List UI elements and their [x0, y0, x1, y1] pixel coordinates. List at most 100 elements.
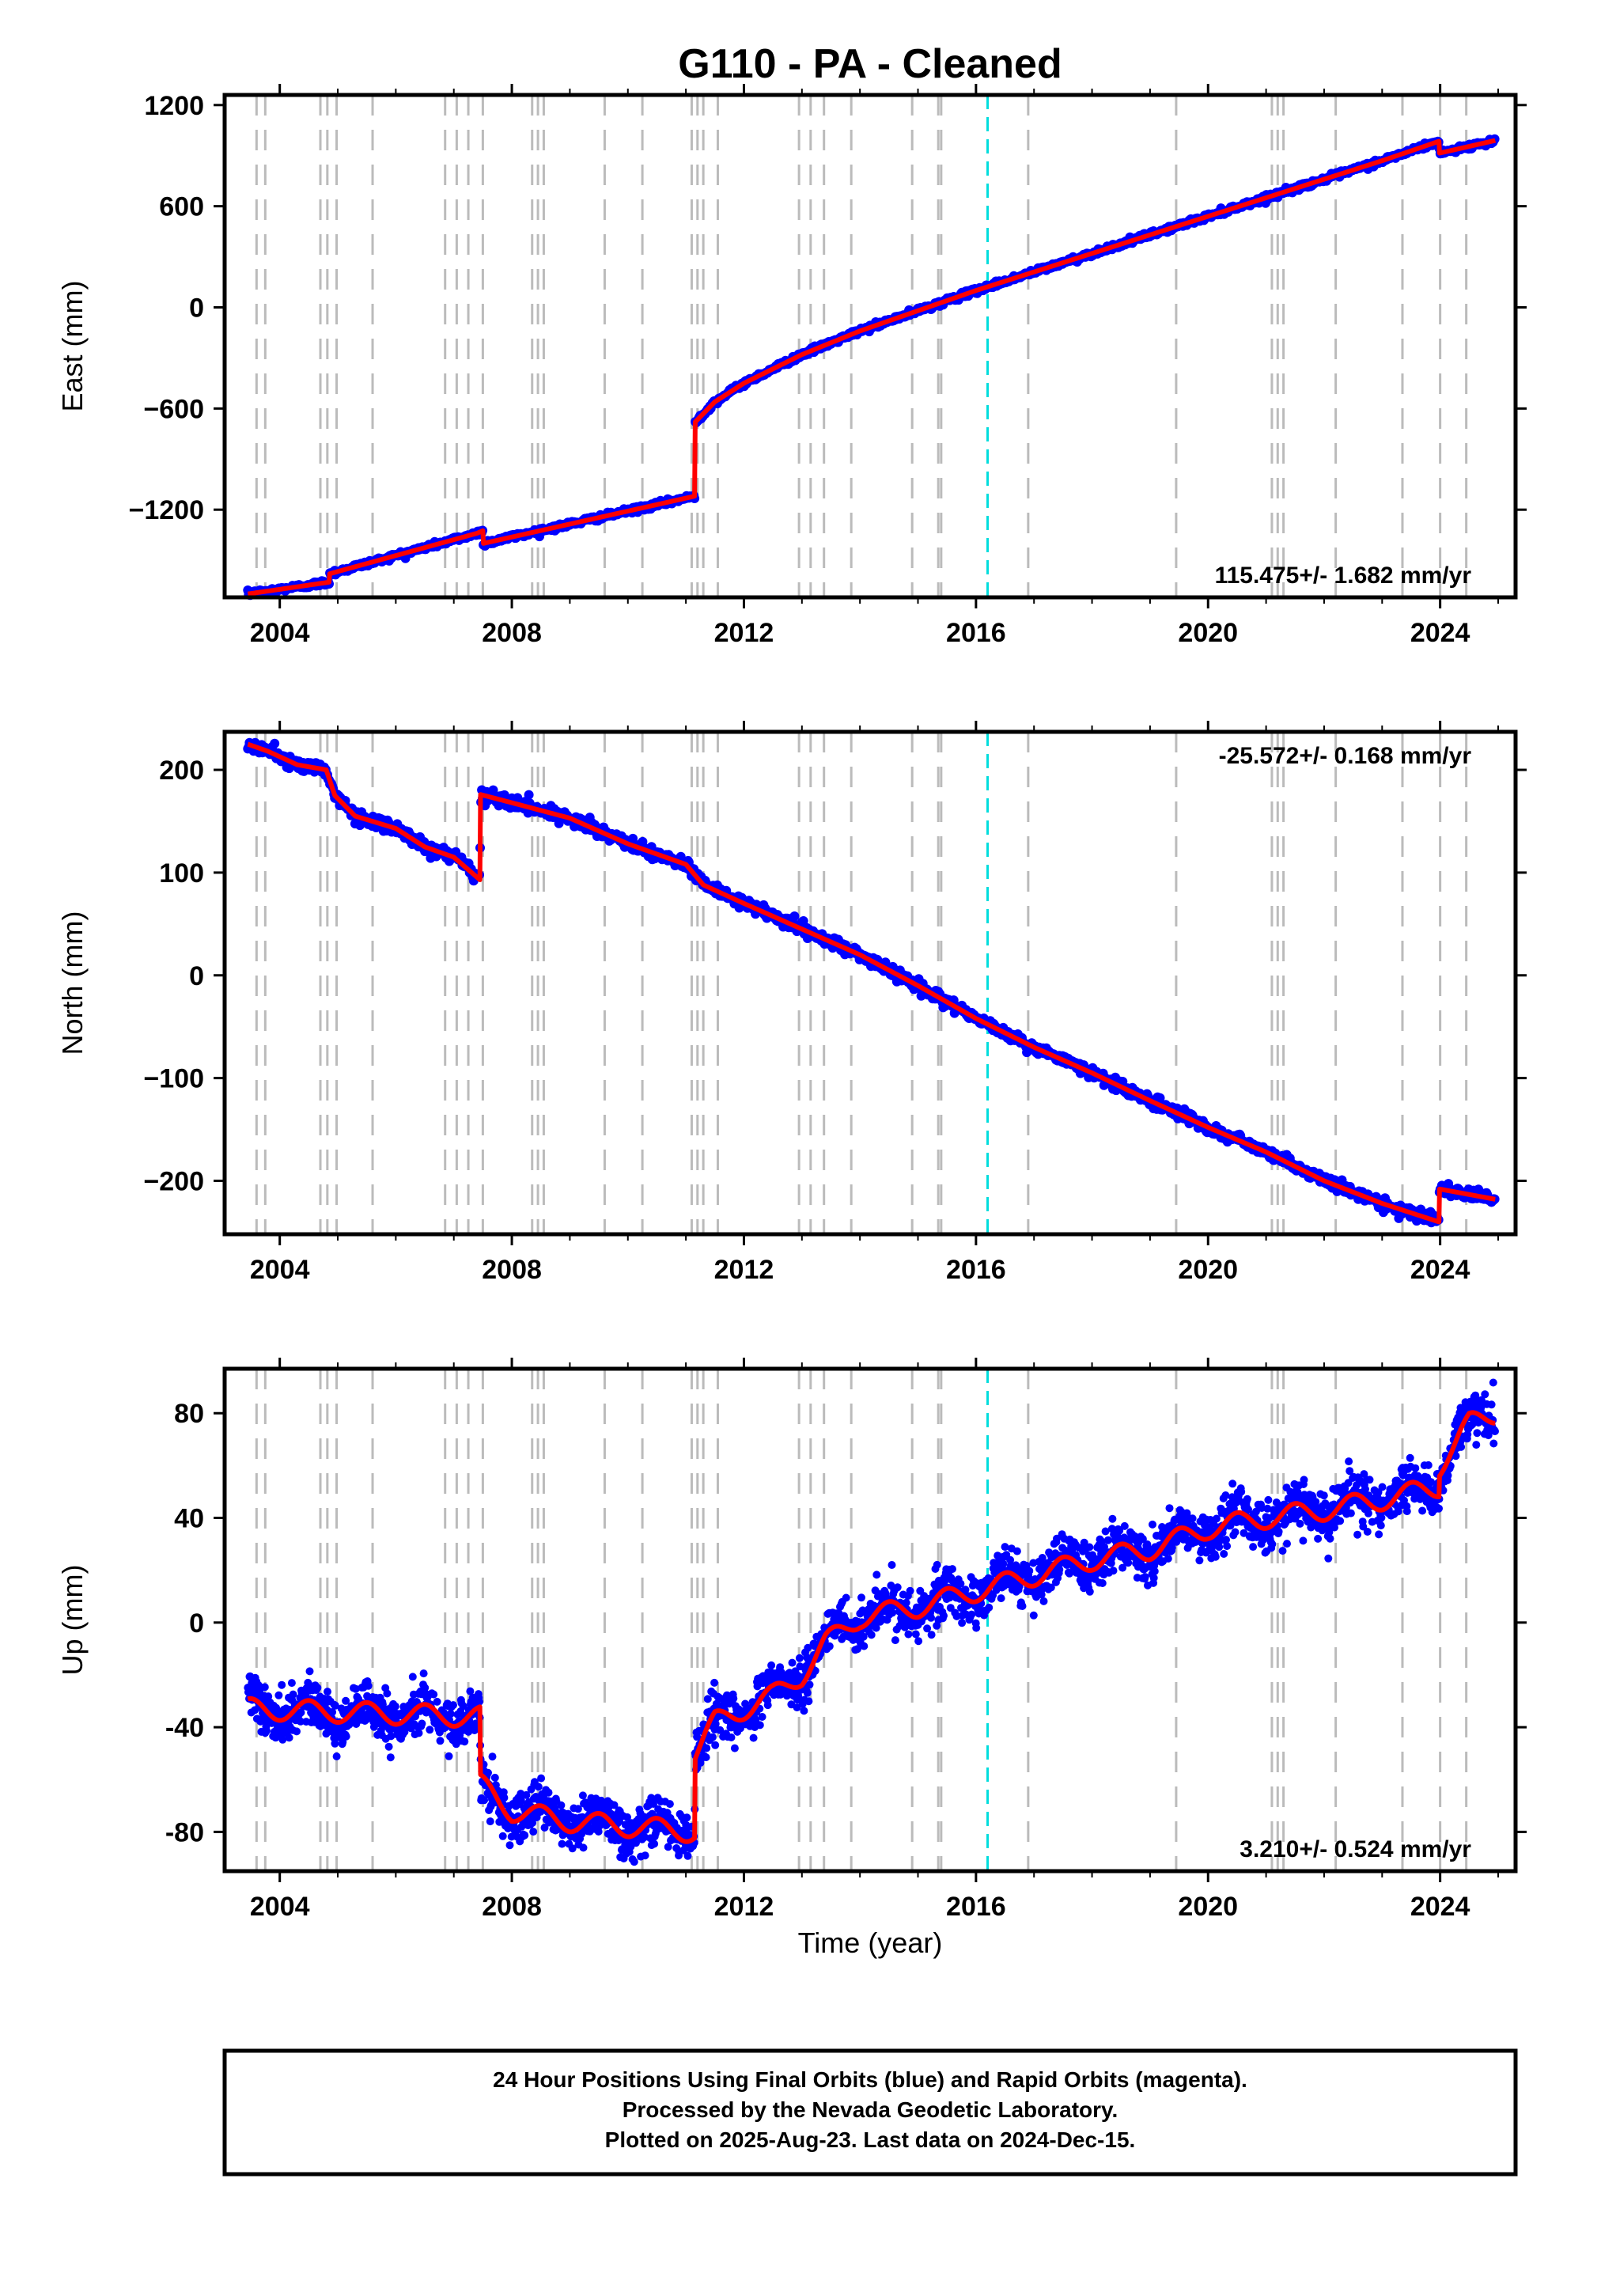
model-fit-line: [246, 138, 1497, 597]
data-point: [904, 1630, 913, 1639]
data-point: [804, 1697, 813, 1706]
data-point: [534, 1783, 543, 1791]
data-point: [490, 1773, 499, 1782]
east-panel: 2004 2008 2012 2016 2020 202412006000−600−120…: [56, 84, 1527, 648]
data-point: [860, 1642, 869, 1650]
data-point: [449, 1701, 457, 1710]
data-point: [702, 1753, 710, 1762]
data-point: [445, 1752, 453, 1760]
data-point: [914, 1637, 923, 1646]
final-orbit-points: [243, 737, 1500, 1228]
data-point: [893, 1583, 902, 1592]
data-point: [426, 1726, 434, 1734]
data-point: [285, 1733, 293, 1742]
data-point: [488, 1752, 497, 1761]
data-point: [289, 1690, 297, 1699]
y-tick-label: −100: [143, 1064, 204, 1094]
data-point: [529, 1828, 538, 1836]
data-point: [911, 1630, 920, 1639]
data-point: [803, 1688, 812, 1697]
data-point: [702, 1744, 711, 1752]
data-point: [749, 1733, 758, 1742]
data-point: [710, 1678, 719, 1687]
data-point: [708, 1733, 717, 1741]
data-point: [537, 1774, 546, 1783]
x-tick-label: 2024: [1410, 1255, 1470, 1285]
data-point: [293, 1727, 301, 1736]
x-tick-label: 2020: [1178, 1255, 1238, 1285]
data-point: [730, 1744, 739, 1752]
y-tick-label: 0: [189, 293, 204, 323]
data-point: [342, 1732, 350, 1741]
data-point: [305, 1667, 314, 1676]
y-axis-label: North (mm): [56, 911, 89, 1055]
data-point: [460, 1737, 469, 1746]
x-tick-label: 2008: [482, 1255, 542, 1285]
data-point: [486, 1817, 494, 1826]
data-point: [287, 1679, 296, 1688]
data-point: [842, 1593, 850, 1602]
data-point: [641, 1851, 649, 1860]
data-point: [364, 1681, 373, 1690]
data-point: [408, 1673, 417, 1681]
data-point: [384, 1742, 393, 1751]
data-point: [579, 1843, 588, 1852]
x-tick-label: 2008: [482, 618, 542, 648]
data-point: [383, 1689, 392, 1698]
data-point: [274, 1691, 283, 1699]
data-point: [927, 1631, 936, 1639]
y-tick-label: −600: [143, 394, 204, 424]
chart-title: G110 - PA - Cleaned: [678, 41, 1062, 87]
y-tick-label: 200: [159, 756, 204, 786]
data-point: [927, 1613, 935, 1622]
data-point: [386, 1753, 395, 1762]
x-tick-label: 2004: [250, 1255, 310, 1285]
data-point: [391, 1702, 399, 1711]
data-point: [419, 1669, 428, 1678]
data-point: [558, 1839, 566, 1848]
x-tick-label: 2016: [946, 618, 1006, 648]
data-point: [763, 1701, 772, 1710]
data-point: [888, 1561, 896, 1569]
y-tick-label: 100: [159, 858, 204, 888]
y-tick-label: 600: [159, 192, 204, 222]
data-point: [683, 1851, 692, 1860]
data-point: [505, 1841, 514, 1850]
x-tick-label: 2016: [946, 1255, 1006, 1285]
data-point: [857, 1593, 865, 1602]
data-point: [902, 1598, 910, 1607]
data-point: [711, 1741, 720, 1749]
data-point: [665, 1800, 674, 1809]
data-point: [332, 1752, 341, 1760]
data-point: [324, 1688, 331, 1696]
data-point: [630, 1858, 638, 1866]
data-point: [421, 1684, 430, 1692]
data-point: [727, 1733, 736, 1741]
data-point: [958, 1619, 967, 1627]
data-point: [795, 1654, 804, 1662]
data-point: [906, 1586, 914, 1595]
y-axis-label: East (mm): [56, 281, 89, 412]
data-point: [520, 1831, 529, 1839]
data-point: [650, 1839, 659, 1848]
data-point: [755, 1721, 764, 1730]
data-point: [263, 1726, 271, 1735]
x-tick-label: 2024: [1410, 618, 1470, 648]
data-point: [758, 1713, 766, 1721]
data-point: [891, 1636, 899, 1645]
data-point: [414, 1729, 423, 1737]
data-point: [825, 1642, 834, 1650]
data-point: [789, 911, 800, 921]
data-point: [948, 1565, 956, 1574]
plot-frame: [222, 93, 1518, 600]
data-point: [313, 1684, 322, 1692]
model-fit-line: [246, 741, 1497, 1225]
velocity-label: 115.475+/- 1.682 mm/yr: [1215, 563, 1472, 589]
data-point: [788, 1658, 797, 1667]
data-point: [967, 1610, 976, 1619]
y-tick-label: −1200: [129, 495, 205, 525]
data-point: [430, 1690, 438, 1699]
velocity-label: -25.572+/- 0.168 mm/yr: [1219, 743, 1472, 769]
